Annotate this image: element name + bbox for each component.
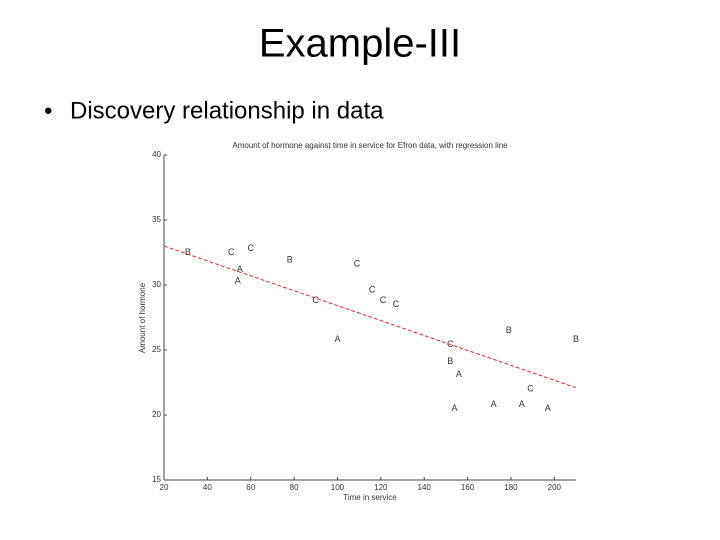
point-label: B (447, 356, 453, 366)
point-label: C (393, 299, 400, 309)
y-tick-label: 20 (152, 410, 161, 419)
point-label: A (491, 399, 497, 409)
point-label: A (452, 403, 458, 413)
point-label: C (228, 247, 235, 257)
point-label: C (527, 383, 534, 393)
point-label: A (519, 399, 525, 409)
x-tick-label: 60 (246, 483, 255, 492)
x-axis-label: Time in service (343, 493, 397, 502)
point-label: C (247, 243, 254, 253)
x-tick-label: 40 (203, 483, 212, 492)
y-tick-label: 30 (152, 280, 161, 289)
bullet-text: Discovery relationship in data (70, 97, 384, 124)
point-label: C (354, 259, 361, 269)
y-axis-label: Amount of hormone (138, 282, 147, 353)
x-tick-label: 20 (160, 483, 169, 492)
point-label: A (456, 369, 462, 379)
slide-title: Example-III (259, 22, 461, 66)
x-tick-label: 140 (418, 483, 432, 492)
x-tick-label: 100 (331, 483, 345, 492)
point-label: C (313, 295, 320, 305)
point-label: C (380, 295, 387, 305)
point-label: B (573, 334, 579, 344)
x-tick-label: 200 (548, 483, 562, 492)
bullet-dot: • (44, 97, 52, 124)
y-tick-label: 35 (152, 215, 161, 224)
point-label: B (287, 255, 293, 265)
x-tick-label: 80 (290, 483, 299, 492)
y-tick-label: 40 (152, 150, 161, 159)
x-tick-label: 120 (374, 483, 388, 492)
point-label: B (506, 325, 512, 335)
x-tick-label: 180 (504, 483, 518, 492)
chart-title: Amount of hormone against time in servic… (232, 141, 508, 150)
y-tick-label: 15 (152, 475, 161, 484)
x-tick-label: 160 (461, 483, 475, 492)
point-label: C (369, 285, 376, 295)
point-label: A (235, 275, 241, 285)
point-label: A (545, 403, 551, 413)
point-label: A (237, 264, 243, 274)
regression-line (163, 245, 577, 389)
point-label: A (334, 334, 340, 344)
y-tick-label: 25 (152, 345, 161, 354)
point-label: B (185, 247, 191, 257)
